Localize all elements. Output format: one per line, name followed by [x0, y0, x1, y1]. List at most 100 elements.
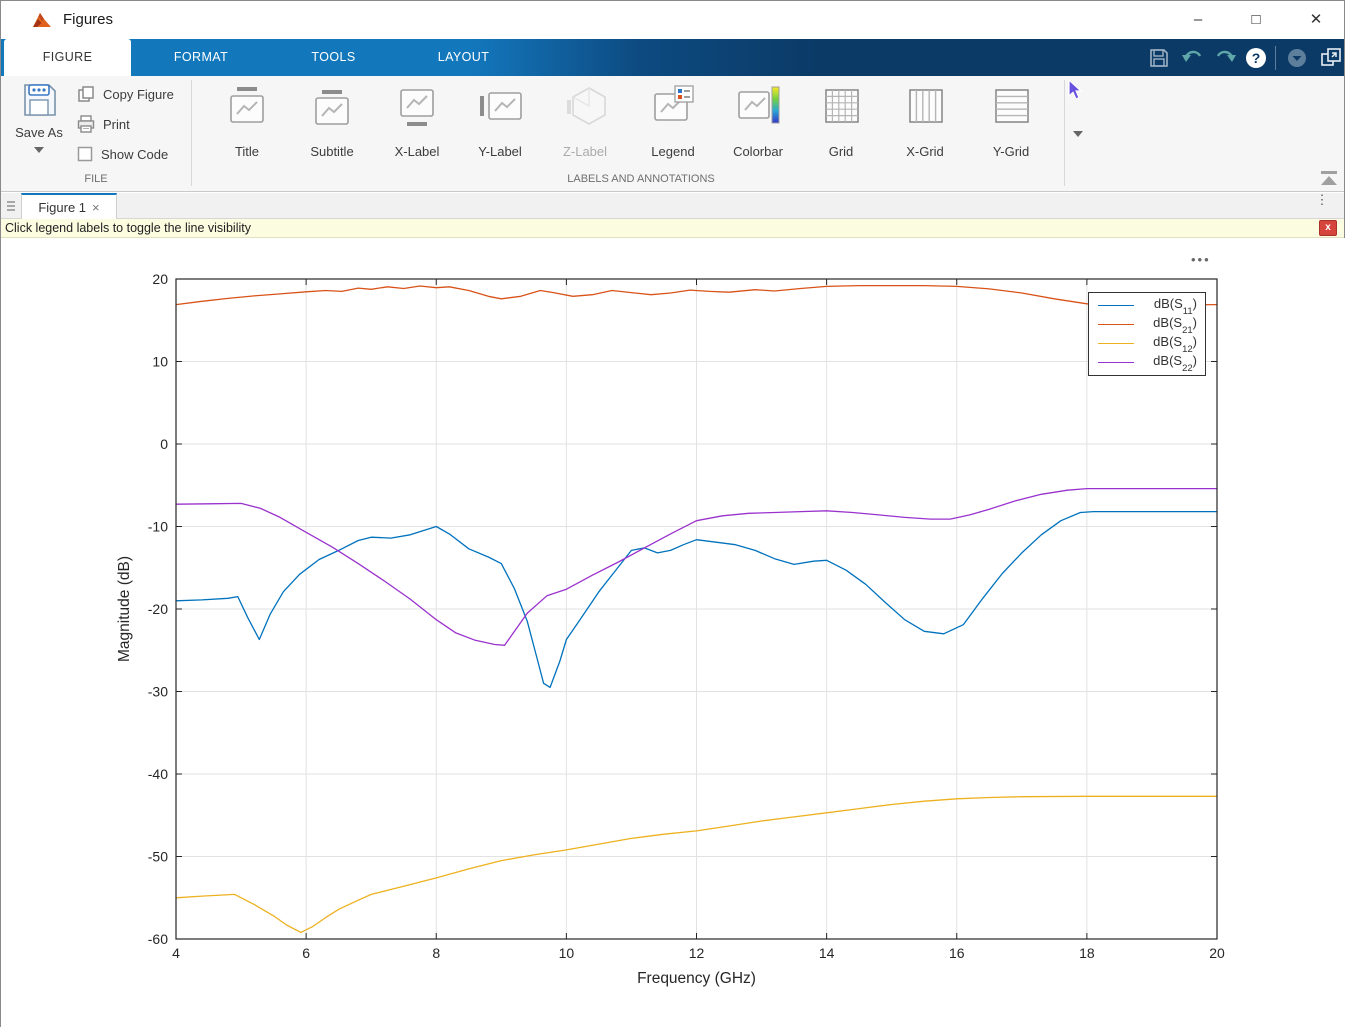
quick-access-divider: [1275, 46, 1276, 70]
legend-line-swatch: [1098, 362, 1134, 363]
svg-text:20: 20: [152, 271, 168, 287]
title-bar: Figures – □ ✕: [1, 1, 1344, 39]
labels-section-label: LABELS AND ANNOTATIONS: [391, 173, 891, 185]
tab-grip-icon[interactable]: [5, 199, 17, 213]
print-button[interactable]: Print: [77, 114, 130, 134]
quick-save-icon[interactable]: [1147, 46, 1171, 70]
x-grid-icon: [901, 82, 949, 138]
figure-1-tab-close-icon[interactable]: ×: [92, 200, 100, 215]
legend-line-swatch: [1098, 324, 1134, 325]
x-label-icon: [393, 82, 441, 138]
gallery-item-x-label[interactable]: X-Label: [375, 82, 459, 170]
redo-icon[interactable]: [1213, 46, 1237, 70]
tab-overflow-menu-icon[interactable]: ⋮: [1315, 196, 1329, 216]
gallery-dropdown-icon: [1073, 131, 1083, 137]
chart-legend[interactable]: dB(S11)dB(S21)dB(S12)dB(S22): [1088, 292, 1206, 376]
legend-entry-dB(S12)[interactable]: dB(S12): [1089, 334, 1205, 353]
quick-access-dropdown-icon[interactable]: [1285, 46, 1309, 70]
gallery-item-z-label: Z-Label: [543, 82, 627, 170]
gallery-item-subtitle[interactable]: Subtitle: [290, 82, 374, 170]
svg-text:Frequency (GHz): Frequency (GHz): [637, 970, 756, 987]
svg-text:0: 0: [160, 436, 168, 452]
svg-text:16: 16: [949, 945, 965, 961]
gallery-item-colorbar[interactable]: Colorbar: [716, 82, 800, 170]
mouse-cursor: [1067, 79, 1087, 101]
close-button[interactable]: ✕: [1293, 1, 1339, 39]
help-icon[interactable]: ?: [1244, 46, 1268, 70]
document-tab-bar: Figure 1 × ⋮: [1, 193, 1344, 219]
svg-text:8: 8: [432, 945, 440, 961]
svg-text:-50: -50: [148, 849, 168, 865]
legend-label: dB(S12): [1134, 334, 1205, 353]
minimize-button[interactable]: –: [1175, 1, 1221, 39]
svg-text:-30: -30: [148, 684, 168, 700]
svg-text:14: 14: [819, 945, 835, 961]
gallery-item-y-grid[interactable]: Y-Grid: [969, 82, 1053, 170]
copy-figure-label: Copy Figure: [103, 87, 174, 102]
ribbon-tab-format[interactable]: FORMAT: [131, 39, 271, 76]
save-as-label: Save As: [11, 125, 67, 140]
z-label-icon: [561, 82, 609, 138]
svg-text:20: 20: [1209, 945, 1225, 961]
svg-text:-20: -20: [148, 601, 168, 617]
save-as-dropdown-icon: [34, 147, 44, 153]
subtitle-icon: [308, 82, 356, 138]
copy-figure-button[interactable]: Copy Figure: [77, 84, 174, 104]
banner-close-button[interactable]: x: [1319, 220, 1337, 236]
figures-window: Figures – □ ✕ FIGURE FORMAT TOOLS LAYOUT…: [0, 0, 1345, 1027]
y-grid-icon: [987, 82, 1035, 138]
figure-1-tab[interactable]: Figure 1 ×: [21, 193, 117, 219]
ribbon-tab-tools[interactable]: TOOLS: [271, 39, 396, 76]
legend-entry-dB(S11)[interactable]: dB(S11): [1089, 296, 1205, 315]
y-label-icon: [476, 82, 524, 138]
ribbon-tab-layout[interactable]: LAYOUT: [396, 39, 531, 76]
banner-text: Click legend labels to toggle the line v…: [5, 221, 251, 235]
svg-text:12: 12: [689, 945, 705, 961]
legend-label: dB(S11): [1134, 296, 1205, 315]
ribbon: Save As Copy Figure Print: [1, 76, 1344, 192]
gallery-item-title[interactable]: Title: [205, 82, 289, 170]
grid-icon: [817, 82, 865, 138]
window-title: Figures: [63, 11, 113, 28]
svg-text:18: 18: [1079, 945, 1095, 961]
ribbon-tab-figure[interactable]: FIGURE: [4, 39, 131, 76]
legend-label: dB(S22): [1134, 353, 1205, 372]
gallery-item-grid[interactable]: Grid: [799, 82, 883, 170]
figure-1-tab-label: Figure 1: [38, 200, 86, 215]
undo-icon[interactable]: [1181, 46, 1205, 70]
legend-entry-dB(S21)[interactable]: dB(S21): [1089, 315, 1205, 334]
title-icon: [223, 82, 271, 138]
checkbox-icon: [77, 146, 93, 162]
legend-label: dB(S21): [1134, 315, 1205, 334]
gallery-item-legend[interactable]: Legend: [631, 82, 715, 170]
svg-text:10: 10: [559, 945, 575, 961]
colorbar-icon: [734, 82, 782, 138]
svg-text:10: 10: [152, 354, 168, 370]
show-code-checkbox[interactable]: Show Code: [77, 144, 168, 164]
save-as-button[interactable]: Save As: [11, 82, 67, 168]
legend-line-swatch: [1098, 305, 1134, 306]
save-as-icon: [19, 82, 59, 118]
svg-text:Magnitude (dB): Magnitude (dB): [116, 556, 133, 662]
file-section-label: FILE: [41, 173, 151, 185]
popout-icon[interactable]: [1319, 46, 1343, 70]
maximize-button[interactable]: □: [1233, 1, 1279, 39]
svg-text:-10: -10: [148, 519, 168, 535]
show-code-label: Show Code: [101, 147, 168, 162]
svg-text:6: 6: [302, 945, 310, 961]
legend-icon: [649, 82, 697, 138]
matlab-logo-icon: [31, 9, 53, 31]
legend-line-swatch: [1098, 343, 1134, 344]
copy-icon: [77, 85, 95, 103]
svg-text:?: ?: [1252, 50, 1261, 66]
legend-entry-dB(S22)[interactable]: dB(S22): [1089, 353, 1205, 372]
section-divider: [191, 80, 192, 186]
print-icon: [77, 115, 95, 133]
svg-text:-40: -40: [148, 766, 168, 782]
gallery-item-y-label[interactable]: Y-Label: [458, 82, 542, 170]
ribbon-tab-band: FIGURE FORMAT TOOLS LAYOUT ?: [1, 39, 1344, 76]
svg-text:4: 4: [172, 945, 180, 961]
collapse-ribbon-button[interactable]: [1318, 170, 1340, 188]
gallery-item-x-grid[interactable]: X-Grid: [883, 82, 967, 170]
info-banner: Click legend labels to toggle the line v…: [1, 219, 1344, 238]
